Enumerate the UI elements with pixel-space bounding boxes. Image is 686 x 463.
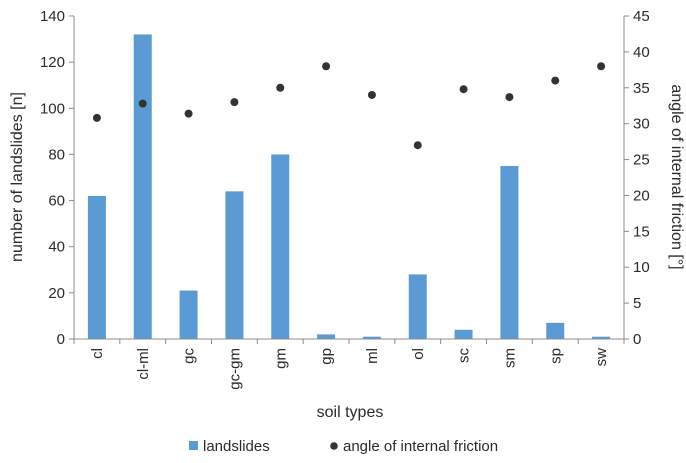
y2-tick-label: 30 <box>633 116 650 133</box>
bar-ol <box>408 274 427 339</box>
bar-sw <box>592 336 611 339</box>
bar-cl-ml <box>133 34 152 339</box>
x-tick-label-gm: gm <box>272 348 289 369</box>
bar-sc <box>454 329 473 339</box>
y2-tick-label: 35 <box>633 80 650 97</box>
bar-gm <box>271 154 290 339</box>
bar-cl <box>87 195 106 339</box>
x-tick-label-sp: sp <box>547 348 564 364</box>
friction-point-ol <box>413 141 422 150</box>
x-tick-label-sw: sw <box>593 348 610 367</box>
x-tick-label-ml: ml <box>364 348 381 364</box>
y-tick-label: 40 <box>48 239 65 256</box>
y2-tick-label: 10 <box>633 259 650 276</box>
y-axis-label: number of landslides [n] <box>9 92 26 262</box>
legend: landslides angle of internal friction <box>189 438 498 455</box>
legend-friction-swatch <box>330 442 338 450</box>
bar-gp <box>317 334 336 339</box>
axes-layer <box>73 16 625 340</box>
y2-tick-label: 15 <box>633 223 650 240</box>
friction-point-gc-gm <box>230 98 239 107</box>
y-tick-label: 100 <box>40 100 65 117</box>
y-tick-label: 140 <box>40 8 65 25</box>
y-tick-label: 0 <box>57 331 65 348</box>
legend-landslides-label: landslides <box>203 438 270 455</box>
y2-tick-label: 40 <box>633 44 650 61</box>
x-tick-label-cl-ml: cl-ml <box>135 348 152 380</box>
y-tick-label: 120 <box>40 54 65 71</box>
friction-point-cl-ml <box>138 99 147 108</box>
friction-point-sm <box>505 93 514 102</box>
legend-landslides-swatch <box>189 441 198 450</box>
x-tick-label-ol: ol <box>410 348 427 360</box>
y2-tick-label: 45 <box>633 8 650 25</box>
bar-sm <box>500 165 519 339</box>
bar-sp <box>546 322 565 339</box>
bars-layer <box>87 34 611 339</box>
y2-axis-label: angle of internal friction [°] <box>668 84 685 269</box>
y-tick-label: 60 <box>48 193 65 210</box>
friction-point-sc <box>459 85 468 94</box>
friction-point-gp <box>322 62 331 71</box>
x-tick-label-sm: sm <box>501 348 518 368</box>
x-tick-label-sc: sc <box>456 348 473 364</box>
ticks-layer: 0 20 40 60 80 100 120 140 0 5 10 15 20 25 30 35 40 45 cl cl… <box>40 8 650 390</box>
y2-tick-label: 5 <box>633 295 641 312</box>
y2-tick-label: 25 <box>633 152 650 169</box>
friction-point-gm <box>276 83 285 92</box>
bar-gc-gm <box>225 191 244 339</box>
y2-tick-label: 20 <box>633 187 650 204</box>
y-tick-label: 20 <box>48 285 65 302</box>
x-tick-label-gp: gp <box>318 348 335 365</box>
y-tick-label: 80 <box>48 146 65 163</box>
friction-point-ml <box>367 90 376 99</box>
friction-point-sp <box>551 76 560 85</box>
x-tick-label-gc: gc <box>181 348 198 364</box>
x-tick-label-cl: cl <box>89 348 106 359</box>
x-tick-label-gc-gm: gc-gm <box>226 348 243 390</box>
y2-tick-label: 0 <box>633 331 641 348</box>
friction-point-gc <box>184 109 193 118</box>
bar-ml <box>362 336 381 339</box>
friction-point-sw <box>597 62 606 71</box>
x-axis-label: soil types <box>317 404 384 421</box>
bar-gc <box>179 290 198 339</box>
points-layer <box>92 62 606 150</box>
legend-friction-label: angle of internal friction <box>343 438 498 455</box>
friction-point-cl <box>92 113 101 122</box>
